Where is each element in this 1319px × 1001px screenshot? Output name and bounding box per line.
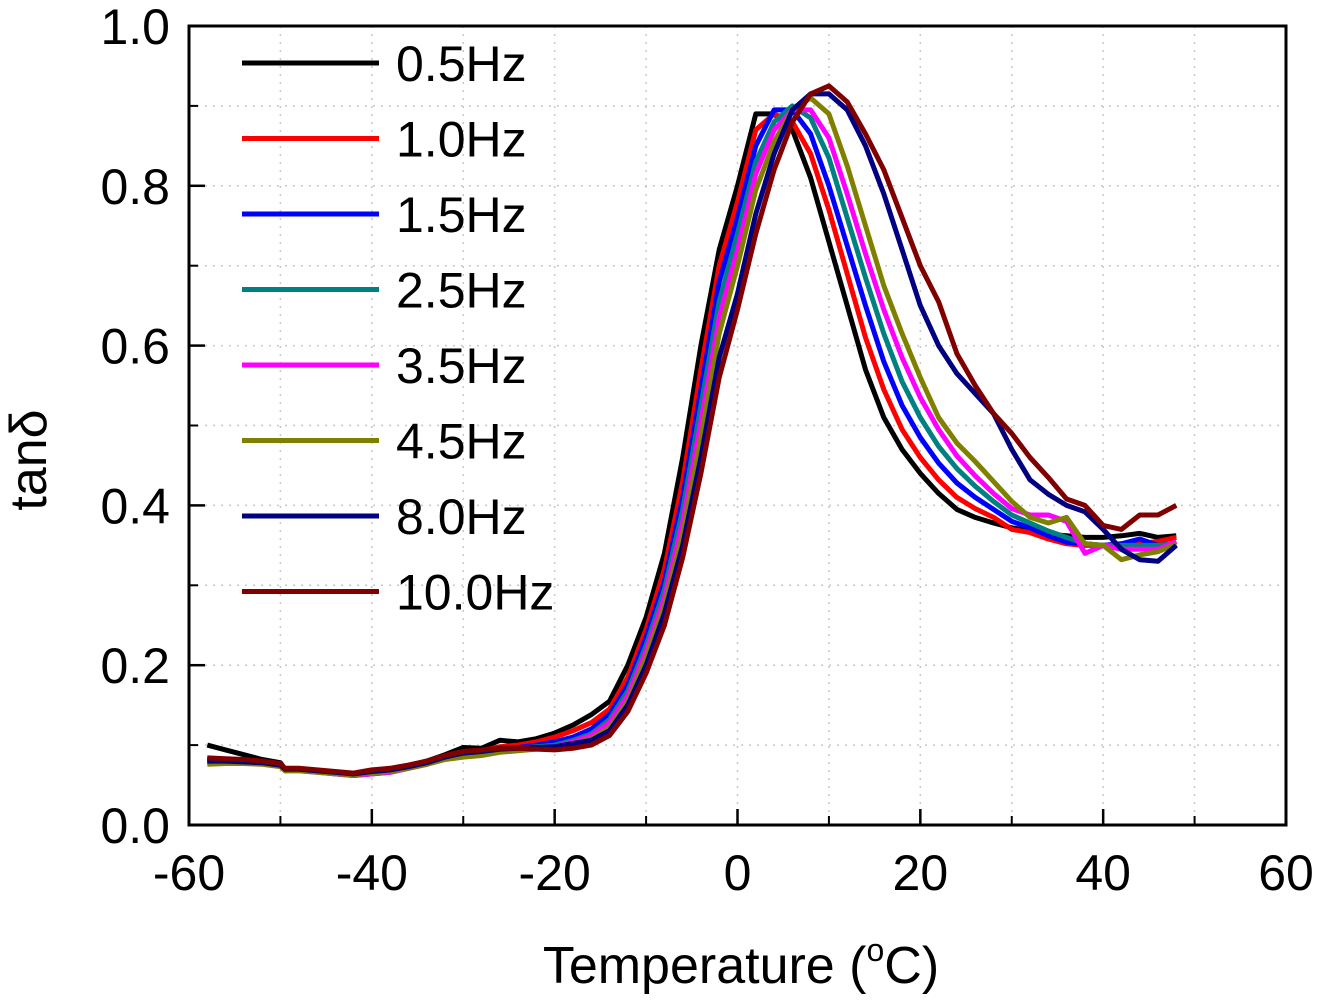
- y-tick-labels: 0.0 0.2 0.4 0.6 0.8 1.0: [100, 0, 170, 854]
- x-tick-label: 40: [1075, 845, 1131, 901]
- legend-item: 1.5Hz: [242, 187, 527, 243]
- y-tick-label: 0.0: [100, 798, 170, 854]
- x-tick-label: 60: [1258, 845, 1314, 901]
- y-tick-label: 0.4: [100, 478, 170, 534]
- y-axis-title: tanδ: [0, 409, 58, 510]
- x-axis-title: Temperature (oC): [543, 932, 939, 995]
- legend-item: 2.5Hz: [242, 263, 527, 319]
- x-tick-label: 20: [893, 845, 949, 901]
- x-tick-label: 0: [724, 845, 752, 901]
- legend-label: 10.0Hz: [396, 565, 554, 621]
- legend-label: 8.0Hz: [396, 489, 527, 545]
- y-tick-label: 0.8: [100, 159, 170, 215]
- y-tick-label: 0.2: [100, 638, 170, 694]
- legend-item: 4.5Hz: [242, 414, 527, 470]
- x-tick-labels: -60 -40 -20 0 20 40 60: [153, 845, 1314, 901]
- x-tick-label: -40: [336, 845, 408, 901]
- legend-item: 1.0Hz: [242, 112, 527, 168]
- legend-label: 4.5Hz: [396, 414, 527, 470]
- legend-label: 2.5Hz: [396, 263, 527, 319]
- series-line-10-0hz: [207, 83, 1178, 776]
- grid: [189, 26, 1286, 825]
- axis-ticks: [187, 24, 1288, 827]
- legend-label: 1.0Hz: [396, 112, 527, 168]
- legend-item: 10.0Hz: [242, 565, 554, 621]
- legend-label: 1.5Hz: [396, 187, 527, 243]
- legend-item: 0.5Hz: [242, 36, 527, 92]
- y-tick-label: 1.0: [100, 0, 170, 55]
- legend: 0.5Hz 1.0Hz 1.5Hz 2.5Hz 3.5Hz 4.5Hz 8.0Hz 10.0H…: [242, 36, 554, 621]
- x-tick-label: -20: [519, 845, 591, 901]
- legend-label: 3.5Hz: [396, 338, 527, 394]
- x-tick-label: -60: [153, 845, 225, 901]
- y-tick-label: 0.6: [100, 319, 170, 375]
- legend-label: 0.5Hz: [396, 36, 527, 92]
- legend-item: 8.0Hz: [242, 489, 527, 545]
- legend-item: 3.5Hz: [242, 338, 527, 394]
- series-lines: [206, 83, 1178, 778]
